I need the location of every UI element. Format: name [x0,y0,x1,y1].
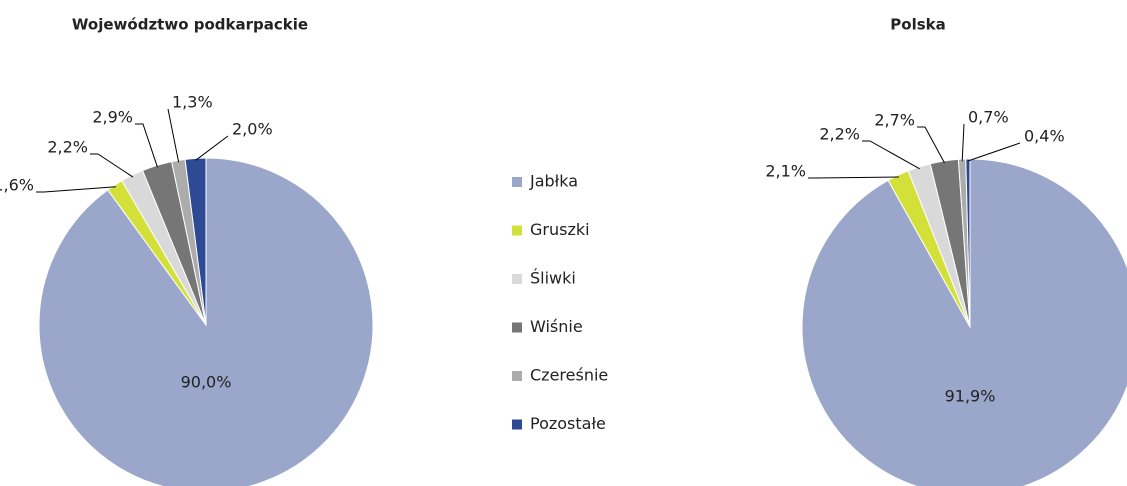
data-label: 1,3% [172,93,213,112]
data-label: 91,9% [945,387,996,406]
legend-swatch [512,225,522,236]
leader-line [967,142,1021,162]
legend-label: Jabłka [529,172,578,191]
pie-slice [184,157,207,326]
leader-line [961,123,965,162]
chart-title: Województwo podkarpackie [72,16,308,34]
legend-label: Czereśnie [530,366,608,385]
leader-line [917,126,945,164]
data-label: 2,2% [47,138,88,157]
leader-line [167,108,180,163]
pie-slice [38,157,374,486]
data-label: 0,4% [1024,127,1065,146]
pie-slice [965,158,971,328]
legend-swatch [512,322,522,333]
data-label: 0,7% [968,108,1009,127]
leader-line [862,140,920,170]
legend-swatch [512,371,522,381]
data-label: 90,0% [181,373,232,392]
leader-line [135,123,158,168]
data-label: 1,6% [0,176,34,195]
leader-line [36,186,116,193]
legend-label: Pozostałe [530,414,606,433]
legend-label: Gruszki [530,220,590,239]
data-label: 2,2% [819,125,860,144]
pie-slice [801,158,1127,486]
data-label: 2,1% [765,162,806,181]
leader-line [195,135,229,161]
legend-swatch [512,419,522,430]
leader-line [808,176,899,179]
legend-swatch [512,274,522,284]
legend-swatch [512,177,522,187]
legend-label: Wiśnie [530,317,583,336]
data-label: 2,0% [232,120,273,139]
chart-title: Polska [890,16,945,34]
data-label: 2,9% [92,108,133,127]
legend-label: Śliwki [530,269,576,288]
leader-line [90,153,134,178]
data-label: 2,7% [874,111,915,130]
